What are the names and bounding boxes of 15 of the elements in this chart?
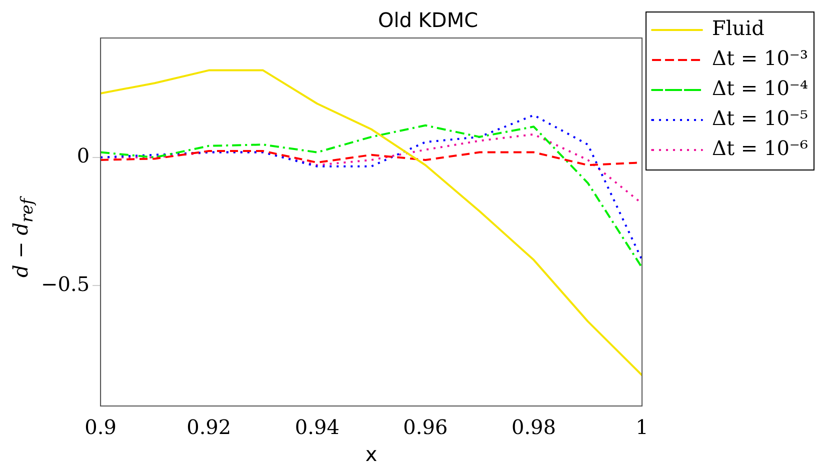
- legend-label: Δt = 10⁻⁵: [712, 106, 808, 130]
- x-tick-label: 1: [636, 415, 648, 440]
- x-axis-title: x: [365, 442, 378, 466]
- x-tick-label: 0.9: [84, 415, 116, 440]
- y-tick-label: 0: [76, 144, 90, 168]
- legend-label: Δt = 10⁻⁴: [712, 76, 808, 100]
- legend-label: Δt = 10⁻³: [712, 46, 808, 70]
- legend-label: Δt = 10⁻⁶: [712, 136, 808, 160]
- x-tick-label: 0.94: [294, 415, 340, 440]
- legend-label: Fluid: [712, 16, 765, 40]
- x-tick-label: 0.98: [511, 415, 556, 440]
- y-tick-label: −0.5: [40, 272, 90, 296]
- x-tick-label: 0.92: [186, 415, 232, 440]
- chart-title: Old KDMC: [378, 8, 478, 32]
- x-tick-label: 0.96: [403, 415, 448, 440]
